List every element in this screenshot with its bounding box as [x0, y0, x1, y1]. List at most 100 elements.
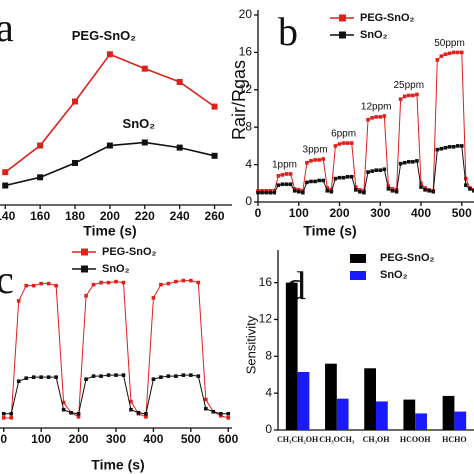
marker	[415, 159, 419, 163]
marker	[196, 280, 201, 285]
marker	[464, 176, 468, 181]
marker	[455, 144, 460, 148]
marker	[296, 189, 301, 194]
marker	[151, 377, 156, 381]
marker	[39, 375, 43, 379]
legend-marker	[81, 265, 88, 273]
marker	[382, 167, 387, 172]
marker	[260, 190, 264, 195]
legend-marker	[339, 31, 346, 39]
marker	[276, 174, 281, 178]
panel-label: b	[278, 9, 298, 54]
marker	[354, 185, 358, 189]
x-tick-label: 300	[106, 432, 126, 446]
marker	[329, 189, 334, 194]
bar	[376, 401, 388, 430]
marker	[370, 169, 374, 173]
x-tick-label: 200	[69, 432, 89, 446]
marker	[106, 373, 111, 377]
marker	[72, 98, 79, 105]
marker	[406, 93, 411, 98]
y-tick-label: 20	[239, 7, 253, 21]
marker	[144, 411, 148, 416]
marker	[411, 159, 415, 164]
marker	[402, 94, 407, 99]
legend-label: SnO₂	[102, 263, 130, 275]
series-line	[3, 280, 229, 419]
x-tick-label: 180	[65, 209, 85, 223]
marker	[226, 416, 231, 420]
marker	[374, 115, 378, 119]
marker	[317, 178, 321, 183]
annotation: 6ppm	[331, 129, 356, 140]
marker	[46, 375, 51, 379]
marker	[284, 182, 289, 187]
marker	[325, 188, 330, 193]
marker	[374, 168, 378, 173]
marker	[464, 183, 468, 187]
marker	[114, 373, 118, 377]
x-tick-label: 200	[100, 209, 120, 223]
x-tick-label: 160	[30, 209, 50, 223]
marker	[196, 374, 201, 378]
bar	[325, 363, 337, 430]
marker	[166, 374, 171, 378]
marker	[366, 117, 370, 122]
y-tick-label: 0	[265, 422, 272, 436]
marker	[419, 185, 423, 189]
marker	[411, 93, 415, 98]
marker	[427, 188, 431, 193]
marker	[447, 51, 452, 56]
marker	[99, 280, 103, 285]
marker	[423, 186, 427, 190]
marker	[386, 187, 391, 191]
marker	[402, 160, 407, 165]
annotation: 50ppm	[434, 38, 465, 49]
bar	[454, 411, 467, 430]
legend-label: SnO₂	[360, 29, 388, 41]
marker	[24, 283, 28, 288]
marker	[370, 116, 374, 120]
marker	[256, 190, 260, 195]
marker	[333, 144, 338, 148]
marker	[419, 181, 423, 186]
panel-label: a	[0, 5, 14, 50]
x-tick-label: 240	[170, 209, 190, 223]
marker	[305, 180, 309, 185]
x-tick-label: 500	[452, 206, 472, 220]
marker	[305, 160, 309, 165]
marker	[439, 146, 444, 151]
marker	[76, 411, 81, 416]
y-tick-label: 4	[245, 157, 252, 171]
marker	[280, 182, 285, 187]
marker	[16, 379, 21, 384]
legend-marker	[81, 248, 88, 256]
marker	[9, 416, 14, 420]
marker	[121, 280, 126, 285]
marker	[264, 190, 268, 195]
marker	[378, 115, 383, 119]
y-tick-label: 4	[265, 385, 272, 399]
marker	[459, 144, 464, 148]
marker	[211, 409, 216, 414]
x-tick-label: 400	[411, 206, 431, 220]
marker	[129, 399, 133, 404]
marker	[176, 79, 183, 85]
marker	[106, 142, 113, 149]
marker	[288, 182, 293, 187]
y-tick-label: 8	[265, 348, 272, 362]
marker	[76, 415, 81, 419]
x-axis-title: Time (s)	[83, 223, 136, 239]
marker	[141, 139, 148, 146]
marker	[280, 173, 285, 177]
marker	[325, 186, 330, 190]
marker	[91, 282, 96, 287]
marker	[435, 58, 440, 62]
marker	[398, 97, 403, 101]
y-tick-label: 12	[259, 312, 273, 326]
marker	[301, 188, 305, 193]
marker	[121, 373, 126, 377]
marker	[141, 65, 148, 72]
marker	[226, 411, 231, 416]
